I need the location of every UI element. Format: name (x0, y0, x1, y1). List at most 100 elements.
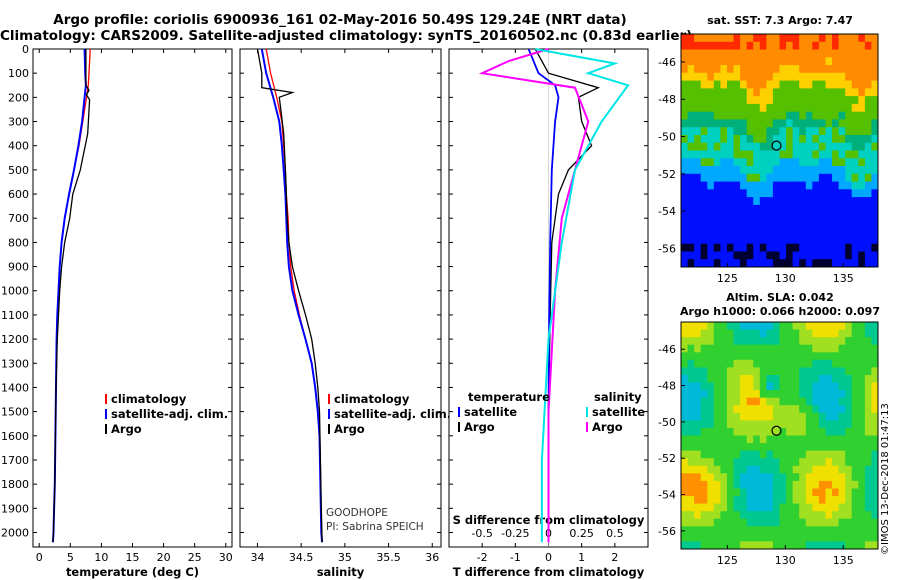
copyright-footer: ©IMOS 13-Dec-2018 01:47:13 (880, 403, 891, 555)
map-cell (707, 88, 715, 97)
map-cell (766, 181, 774, 190)
map-cell (772, 473, 781, 482)
map-cell (727, 251, 735, 260)
map-cell (864, 427, 873, 437)
map-cell (832, 443, 840, 452)
x-tick-label: 0 (36, 551, 43, 564)
map-cell (766, 473, 774, 482)
temperature-frame (32, 48, 233, 548)
map-cell (707, 65, 715, 74)
map-cell (733, 518, 741, 527)
map-cell (838, 158, 846, 167)
map-cell (851, 259, 859, 267)
map-cell (681, 49, 689, 58)
map-cell (746, 111, 754, 121)
map-cell (720, 235, 728, 245)
map-cell (871, 111, 878, 121)
map-cell (805, 503, 813, 512)
map-cell (779, 322, 787, 331)
map-cell (799, 450, 807, 459)
map-cell (845, 142, 853, 152)
map-cell (720, 435, 728, 444)
map-cell (759, 135, 767, 144)
map-cell (825, 390, 833, 399)
map-cell (864, 57, 873, 66)
map-cell (746, 405, 754, 414)
x-tick-label: 5 (67, 551, 74, 564)
map-cell (864, 375, 873, 384)
map-cell (792, 173, 800, 183)
map-cell (687, 204, 695, 214)
map-cell (766, 103, 774, 113)
map-cell (681, 473, 689, 482)
map-cell (733, 435, 741, 444)
map-cell (733, 127, 741, 136)
map-cell (720, 34, 728, 43)
map-cell (727, 427, 735, 437)
y-tick-label: 1700 (1, 454, 29, 467)
map-cell (779, 488, 787, 497)
map-cell (812, 135, 820, 144)
map-cell (759, 518, 767, 527)
legend-argo: Argo (334, 422, 365, 436)
map-cell (720, 72, 728, 82)
map-cell (766, 127, 774, 136)
map-cell (753, 119, 761, 128)
map-cell (766, 496, 774, 505)
map-cell (779, 420, 787, 429)
map-cell (700, 41, 708, 51)
map-cell (812, 173, 820, 183)
map-cell (681, 72, 689, 82)
map-cell (766, 135, 774, 144)
map-cell (746, 473, 754, 482)
map-cell (707, 204, 715, 214)
map-cell (713, 127, 721, 136)
map-cell (825, 465, 833, 474)
map-cell (681, 390, 689, 399)
map-cell (772, 135, 781, 144)
map-cell (733, 352, 741, 361)
map-cell (759, 322, 767, 331)
map-cell (694, 189, 702, 198)
map-cell (759, 503, 767, 512)
map-cell (858, 173, 866, 183)
map-cell (805, 220, 813, 229)
map-cell (772, 496, 781, 505)
map-cell (727, 189, 735, 198)
map-cell (818, 119, 827, 128)
map-cell (818, 127, 827, 136)
map-cell (812, 119, 820, 128)
x-tick-label: 35 (338, 551, 352, 564)
map-cell (858, 189, 866, 198)
map-cell (818, 135, 827, 144)
map-cell (818, 212, 827, 221)
map-cell (740, 503, 748, 512)
map-cell (713, 49, 721, 58)
map-cell (851, 41, 859, 51)
map-cell (772, 189, 781, 198)
map-cell (799, 197, 807, 206)
map-cell (871, 480, 878, 490)
map-cell (766, 322, 774, 331)
map-cell (825, 142, 833, 152)
map-cell (740, 204, 748, 214)
map-cell (864, 189, 873, 198)
map-cell (694, 166, 702, 175)
map-cell (832, 533, 840, 543)
map-cell (832, 435, 840, 444)
map-cell (805, 65, 813, 74)
map-cell (845, 259, 853, 267)
map-cell (746, 259, 754, 267)
map-cell (845, 228, 853, 237)
map-cell (799, 420, 807, 429)
map-cell (786, 181, 794, 190)
map-cell (858, 458, 866, 467)
map-cell (746, 465, 754, 474)
map-cell (694, 526, 702, 535)
map-cell (753, 465, 761, 474)
map-cell (687, 103, 695, 113)
map-cell (792, 212, 800, 221)
map-cell (818, 405, 827, 414)
map-cell (720, 488, 728, 497)
map-cell (786, 322, 794, 331)
